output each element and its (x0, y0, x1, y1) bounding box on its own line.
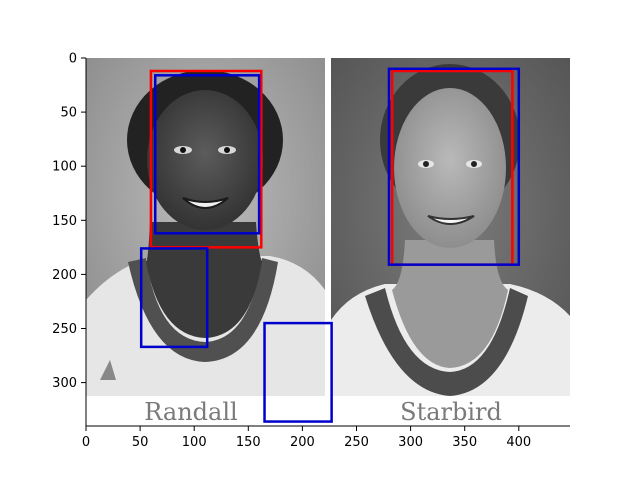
x-tick-label: 250 (344, 435, 369, 450)
x-tick-label: 200 (290, 435, 315, 450)
blue-box-left-neck (139, 247, 209, 349)
y-tick-label: 50 (60, 106, 77, 121)
caption-right: Starbird (400, 398, 502, 426)
x-tick-label: 300 (398, 435, 423, 450)
y-tick-label: 250 (52, 322, 77, 337)
bounding-boxes (139, 67, 521, 423)
x-axis-ticks: 0 50 100 150 200 250 300 350 400 (82, 426, 531, 450)
x-tick-label: 0 (82, 435, 90, 450)
y-tick-label: 0 (69, 52, 77, 67)
photo-right (331, 58, 570, 396)
y-tick-label: 200 (52, 268, 77, 283)
y-tick-label: 150 (52, 214, 77, 229)
photo-left (86, 58, 325, 396)
blue-box-center-jersey (263, 321, 333, 423)
x-tick-label: 50 (132, 435, 149, 450)
x-tick-label: 100 (182, 435, 207, 450)
y-tick-label: 100 (52, 160, 77, 175)
x-tick-label: 350 (452, 435, 477, 450)
x-tick-label: 150 (236, 435, 261, 450)
caption-left: Randall (144, 398, 237, 426)
x-tick-label: 400 (506, 435, 531, 450)
y-tick-label: 300 (52, 376, 77, 391)
y-axis-ticks: 0 50 100 150 200 250 300 (52, 52, 86, 391)
blue-box-right-face (387, 67, 521, 266)
blue-box-left-face (153, 74, 261, 235)
